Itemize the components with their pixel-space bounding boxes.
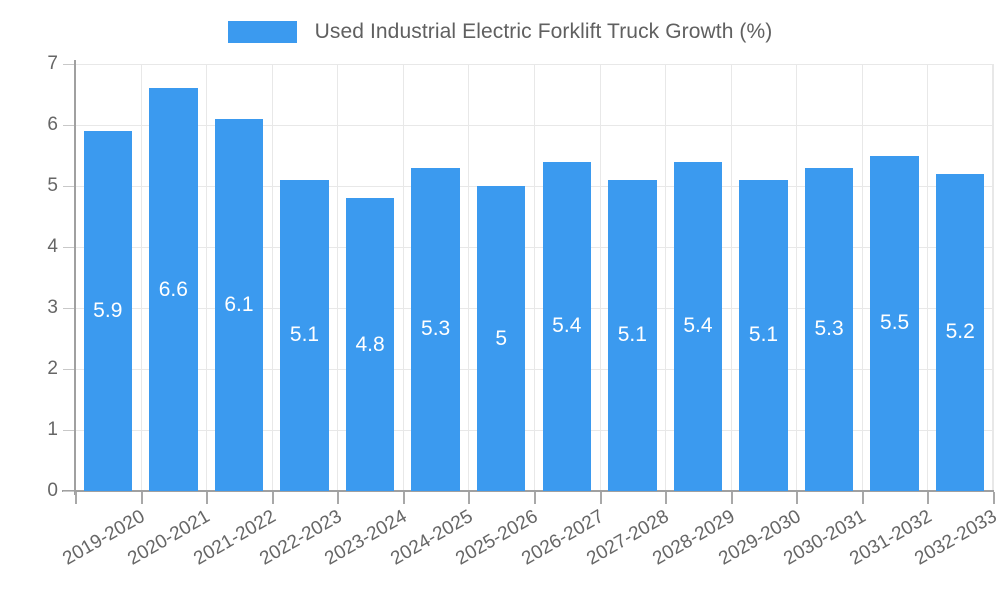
bar-value-label: 5.4 (683, 314, 713, 338)
x-axis-line (62, 490, 994, 492)
gridline-v (927, 64, 928, 491)
bar-value-label: 5.4 (552, 314, 582, 338)
gridline-v (141, 64, 142, 491)
bar-value-label: 5.3 (814, 317, 844, 341)
plot-right-border (992, 64, 993, 491)
x-tick (600, 492, 602, 504)
bar[interactable] (739, 179, 788, 491)
bar[interactable] (345, 198, 395, 491)
bar-value-label: 4.8 (355, 332, 385, 356)
x-tick (468, 492, 470, 504)
bar[interactable] (280, 179, 329, 491)
gridline-v (206, 64, 207, 491)
gridline-v (272, 64, 273, 491)
y-tick-label: 0 (47, 480, 58, 501)
y-axis-line (74, 60, 76, 495)
y-tick-label: 3 (47, 297, 58, 318)
y-axis-labels: 0 1 2 3 4 5 6 7 (0, 0, 58, 600)
x-tick (272, 492, 274, 504)
bar-value-label: 5.1 (748, 323, 779, 347)
bar[interactable] (935, 173, 985, 491)
gridline-v (468, 64, 469, 491)
gridline-v (993, 64, 994, 491)
y-tick (63, 491, 74, 492)
y-tick (63, 186, 74, 187)
gridline-v (665, 64, 666, 491)
gridline-v (403, 64, 404, 491)
bar[interactable] (476, 186, 526, 491)
bar[interactable] (804, 167, 854, 491)
y-tick-label: 6 (47, 114, 58, 135)
bar-value-label: 6.6 (158, 277, 188, 301)
bar-value-label: 5.2 (945, 320, 975, 344)
y-tick-label: 5 (47, 175, 58, 196)
x-tick (665, 492, 667, 504)
y-tick-label: 7 (47, 53, 58, 74)
bar[interactable] (870, 155, 919, 491)
x-tick (206, 492, 208, 504)
chart-legend: Used Industrial Electric Forklift Truck … (0, 12, 1000, 52)
y-tick (63, 125, 74, 126)
gridline-v (862, 64, 863, 491)
gridline-v (796, 64, 797, 491)
x-tick (403, 492, 405, 504)
bar-value-label: 5.1 (289, 323, 320, 347)
y-tick-label: 4 (47, 236, 58, 257)
bar[interactable] (411, 167, 460, 491)
x-tick (337, 492, 339, 504)
y-tick (63, 247, 74, 248)
x-tick (862, 492, 864, 504)
bar[interactable] (608, 179, 657, 491)
y-tick (63, 369, 74, 370)
legend-label-series-1: Used Industrial Electric Forklift Truck … (314, 20, 773, 43)
y-tick-label: 2 (47, 358, 58, 379)
gridline-v (337, 64, 338, 491)
y-tick-label: 1 (47, 419, 58, 440)
x-tick (534, 492, 536, 504)
x-tick (927, 492, 929, 504)
bar[interactable] (673, 161, 723, 491)
bar[interactable] (214, 118, 264, 491)
x-tick (141, 492, 143, 504)
gridline-v (731, 64, 732, 491)
y-tick (63, 430, 74, 431)
bar-value-label: 6.1 (224, 292, 254, 316)
bar-value-label: 5 (495, 326, 508, 350)
x-tick (731, 492, 733, 504)
y-tick (63, 308, 74, 309)
gridline-v (534, 64, 535, 491)
bar[interactable] (149, 88, 198, 491)
bar-value-label: 5.5 (880, 311, 910, 335)
bar-value-label: 5.1 (617, 323, 647, 347)
bar[interactable] (542, 161, 592, 491)
bar-value-label: 5.9 (93, 299, 123, 323)
y-tick (63, 64, 74, 65)
x-tick (75, 492, 77, 504)
gridline-v (600, 64, 601, 491)
bar[interactable] (83, 131, 133, 491)
x-tick (993, 492, 995, 504)
x-tick (796, 492, 798, 504)
bar-value-label: 5.3 (421, 317, 451, 341)
legend-swatch-series-1 (227, 21, 297, 43)
